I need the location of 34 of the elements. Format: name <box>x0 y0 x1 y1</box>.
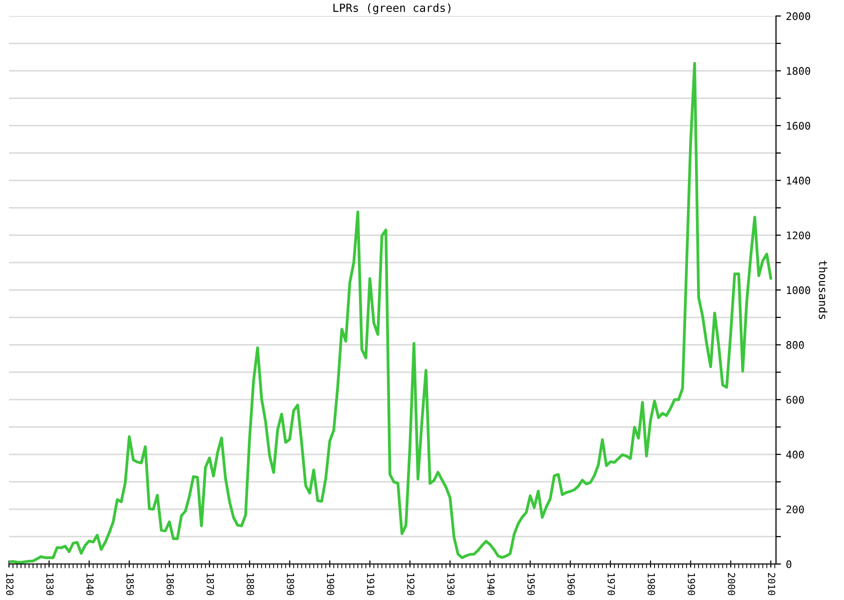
y-tick-label: 0 <box>786 560 792 568</box>
x-tick-label: 1870 <box>206 574 214 596</box>
x-tick-label: 2010 <box>768 573 776 596</box>
line-series <box>9 62 772 564</box>
x-tick-label: 1950 <box>527 574 535 596</box>
y-tick-label: 200 <box>786 505 804 514</box>
y-tick-label: 1000 <box>786 286 810 294</box>
y-axis-title: thousands <box>818 260 828 320</box>
y-tick-label: 600 <box>786 396 804 404</box>
x-tick-label: 1850 <box>126 574 134 596</box>
x-tick-label: 1900 <box>326 574 334 596</box>
x-tick-label: 1970 <box>608 574 615 596</box>
x-tick-label: 1880 <box>246 574 254 596</box>
x-tick-label: 2000 <box>728 573 736 596</box>
x-tick-label: 1860 <box>166 574 174 596</box>
y-tick-label: 800 <box>786 341 804 349</box>
x-tick-label: 1840 <box>86 574 94 596</box>
y-tick-label: 1400 <box>786 176 810 185</box>
x-tick-label: 1830 <box>46 574 54 596</box>
y-tick-label: 1800 <box>786 67 810 75</box>
x-tick-label: 1820 <box>6 574 14 596</box>
x-tick-label: 1890 <box>286 574 294 596</box>
chart-title: LPRs (green cards) <box>333 3 450 14</box>
x-tick-label: 1960 <box>567 574 575 596</box>
x-tick-label: 1910 <box>367 574 374 596</box>
x-tick-label: 1990 <box>688 574 696 596</box>
y-tick-label: 1200 <box>786 231 810 240</box>
y-tick-label: 1600 <box>786 122 810 130</box>
y-tick-label: 400 <box>786 450 804 459</box>
x-tick-label: 1930 <box>447 574 455 596</box>
x-tick-label: 1920 <box>407 574 414 596</box>
x-tick-label: 1940 <box>487 574 495 596</box>
x-tick-label: 1980 <box>648 574 656 596</box>
y-tick-label: 2000 <box>786 12 810 20</box>
